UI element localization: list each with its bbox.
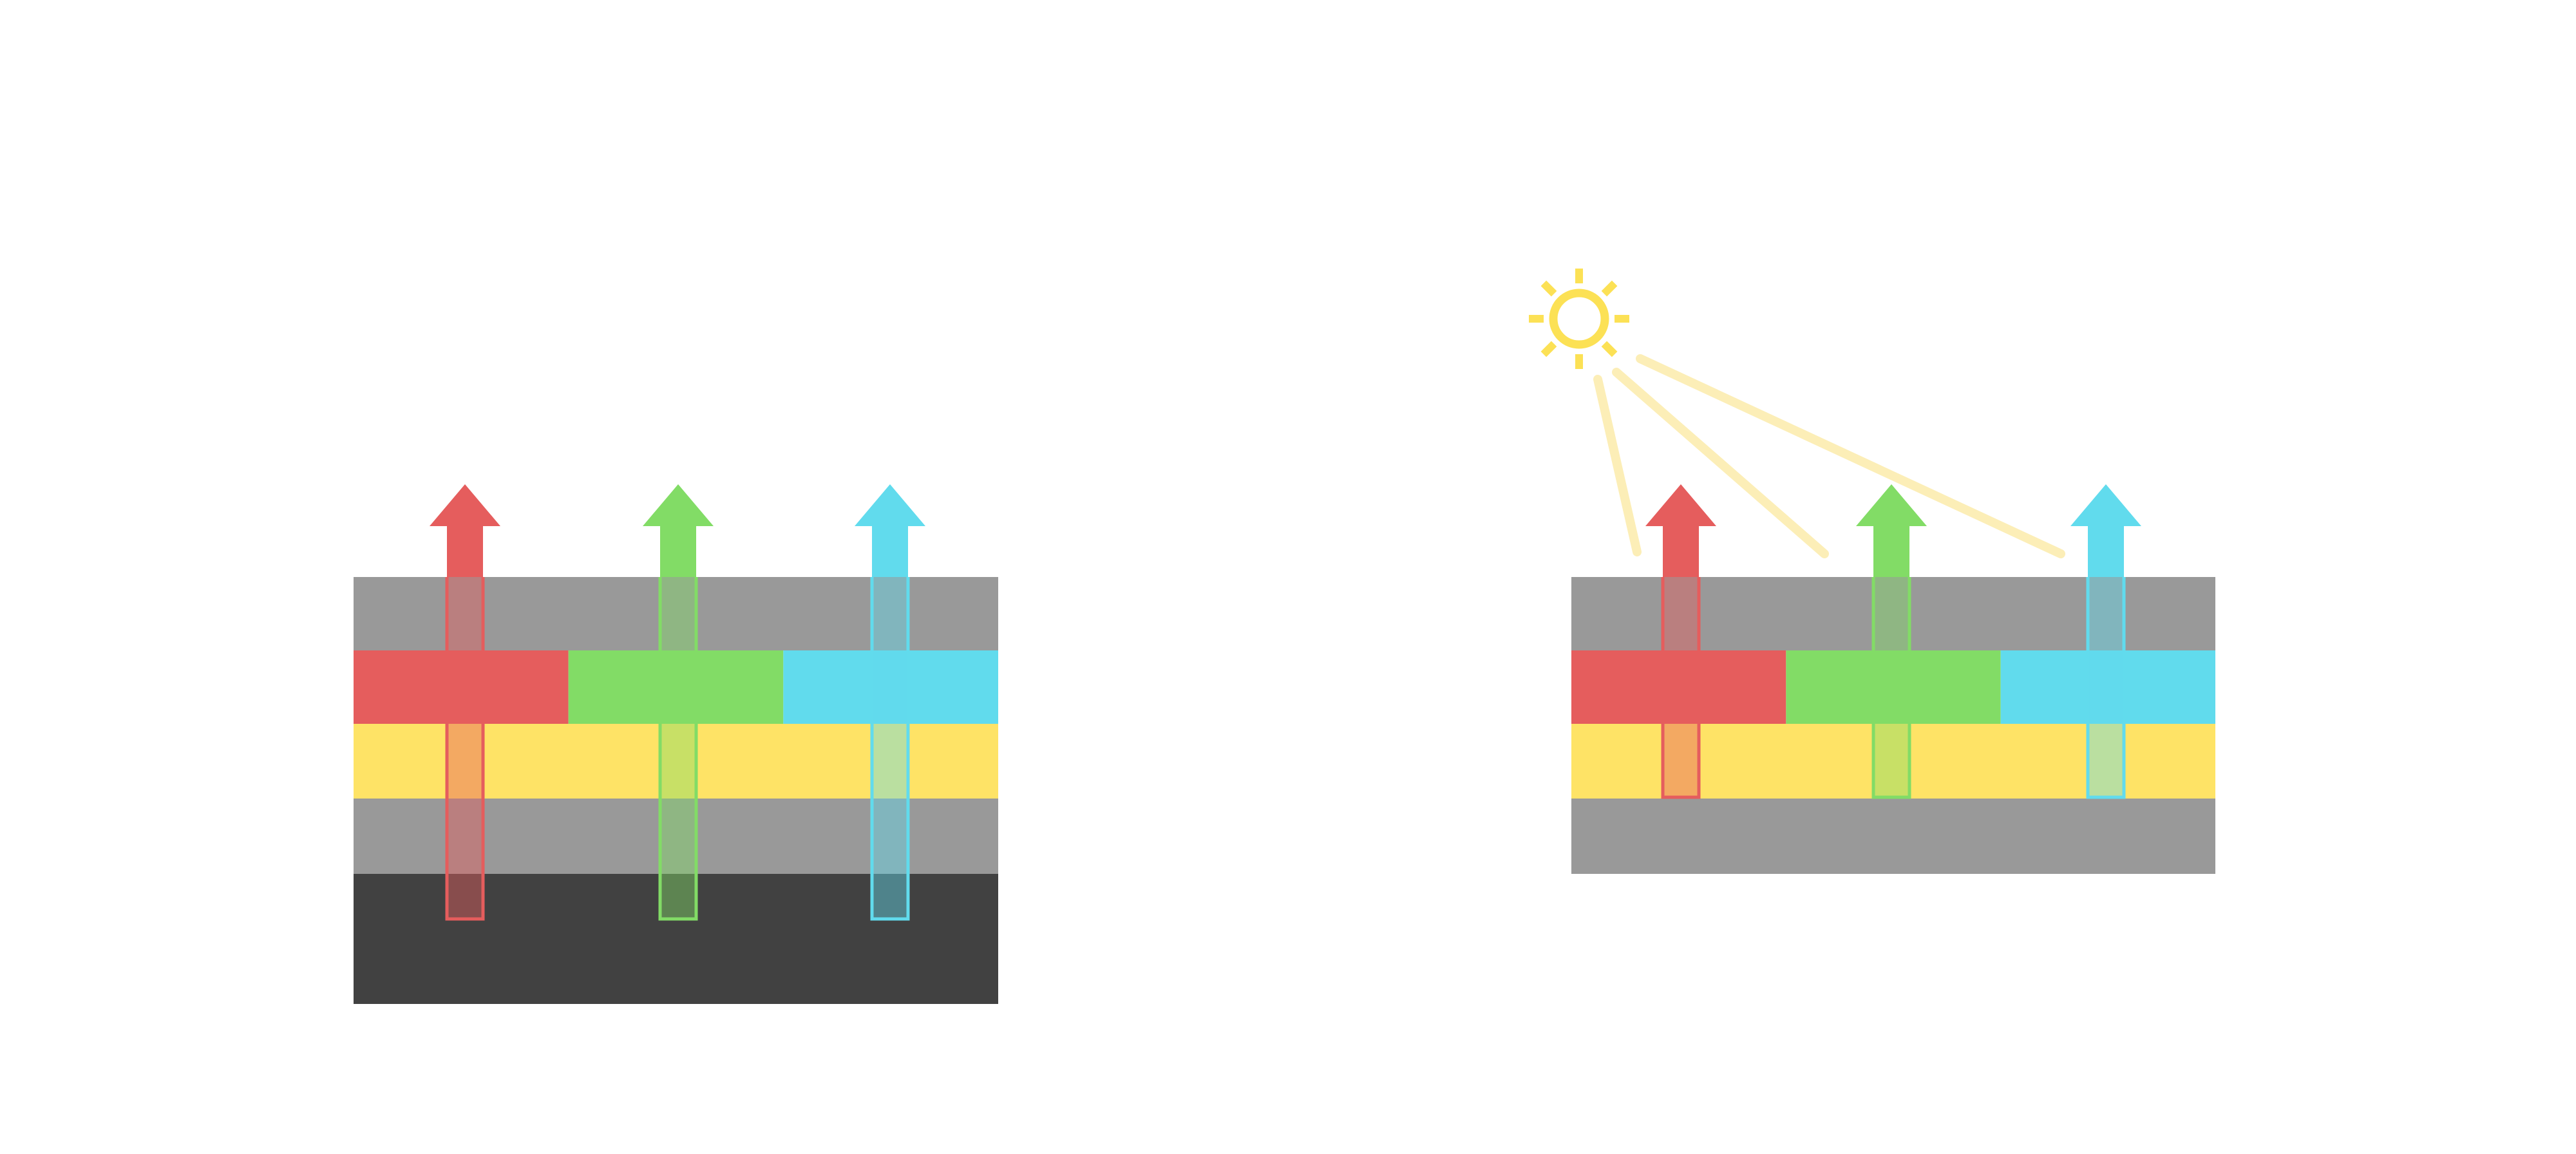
left-display-stack-filter-green — [568, 650, 784, 724]
right-display-stack-filter-red — [1571, 650, 1786, 724]
sunlight-beam — [1612, 368, 1829, 558]
left-display-stack-red-arrow-shaft-overlay — [447, 577, 483, 919]
left-display-stack-green-arrow-shaft-outline — [658, 577, 698, 921]
right-display-stack-green-arrow-shaft-overlay — [1873, 577, 1909, 797]
left-display-stack-green-arrow-shaft-overlay — [660, 577, 696, 919]
left-display-stack-filter-cyan — [783, 650, 998, 724]
right-display-stack-cyan-arrow-shaft-outline — [2086, 577, 2126, 799]
left-display-stack-dark-backlight-layer — [354, 874, 998, 1004]
sun-ray — [1601, 341, 1618, 357]
right-display-stack-filter-green — [1786, 650, 2001, 724]
right-display-stack-top-gray-layer — [1571, 577, 2215, 650]
left-display-stack-yellow-layer — [354, 724, 998, 799]
sun-circle — [1549, 288, 1609, 349]
right-display-stack — [1571, 484, 2215, 874]
right-display-stack-red-arrow-shaft-overlay — [1663, 577, 1699, 797]
right-display-stack-yellow-layer — [1571, 724, 2215, 799]
left-display-stack-lower-gray-layer — [354, 799, 998, 874]
sunlight-beam — [1636, 354, 2065, 558]
left-display-stack-green-arrow — [643, 484, 714, 577]
left-display-stack — [354, 484, 998, 1004]
sun-ray — [1540, 341, 1557, 357]
sunlight-beams — [1593, 354, 2065, 558]
sun-icon — [1529, 269, 1629, 369]
right-display-stack-green-arrow — [1856, 484, 1927, 577]
sun-ray — [1540, 280, 1557, 297]
right-display-stack-lower-gray-layer — [1571, 799, 2215, 874]
right-display-stack-red-arrow — [1645, 484, 1716, 577]
right-display-stack-red-arrow-shaft-outline — [1661, 577, 1701, 799]
right-display-stack-cyan-arrow — [2070, 484, 2141, 577]
sun-ray — [1601, 280, 1618, 297]
left-display-stack-cyan-arrow — [855, 484, 925, 577]
right-display-stack-filter-cyan — [2000, 650, 2215, 724]
left-display-stack-filter-red — [354, 650, 569, 724]
sunlight-beam — [1593, 375, 1642, 556]
left-display-stack-top-gray-layer — [354, 577, 998, 650]
right-display-stack-cyan-arrow-shaft-overlay — [2088, 577, 2124, 797]
left-display-stack-cyan-arrow-shaft-overlay — [872, 577, 908, 919]
right-display-stack-green-arrow-shaft-outline — [1871, 577, 1911, 799]
left-display-stack-red-arrow-shaft-outline — [445, 577, 485, 921]
left-display-stack-cyan-arrow-shaft-outline — [870, 577, 910, 921]
left-display-stack-red-arrow — [430, 484, 500, 577]
